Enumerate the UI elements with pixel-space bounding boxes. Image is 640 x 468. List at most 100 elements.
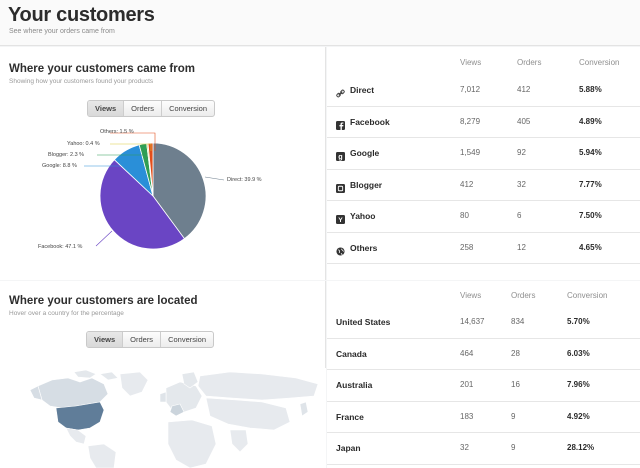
sources-toggle-conversion[interactable]: Conversion xyxy=(169,104,207,113)
locations-col-views: Views xyxy=(460,291,482,300)
location-conversion: 6.03% xyxy=(567,348,590,358)
blogger-icon xyxy=(336,180,345,193)
source-views: 412 xyxy=(460,179,474,189)
source-conversion: 5.94% xyxy=(579,148,602,157)
map-france xyxy=(169,403,185,417)
map-russia xyxy=(197,371,319,401)
locations-table: Views Orders Conversion xyxy=(327,281,640,468)
source-row-blogger[interactable]: Blogger 412 32 7.77% xyxy=(327,170,640,201)
location-row-united-states[interactable]: United States 14,637 834 5.70% xyxy=(327,307,640,339)
map-arctic-islands xyxy=(73,369,119,381)
map-greenland xyxy=(119,371,149,397)
globe-icon xyxy=(336,243,345,256)
source-name: Direct xyxy=(350,85,375,95)
map-south-america xyxy=(87,443,117,468)
source-name: Google xyxy=(350,148,380,158)
map-japan xyxy=(299,401,309,417)
source-orders: 405 xyxy=(517,116,531,126)
location-row-canada[interactable]: Canada 464 28 6.03% xyxy=(327,339,640,370)
locations-toggle-views[interactable]: Views xyxy=(87,332,124,347)
source-name: Others xyxy=(350,242,378,253)
source-conversion: 7.77% xyxy=(579,179,602,189)
location-conversion: 28.12% xyxy=(567,443,595,452)
svg-text:Y: Y xyxy=(338,217,343,224)
sources-col-orders: Orders xyxy=(517,58,542,67)
locations-toggle-conversion[interactable]: Conversion xyxy=(168,335,206,344)
map-scandinavia xyxy=(181,371,199,389)
facebook-icon xyxy=(336,117,345,130)
location-views: 201 xyxy=(460,380,474,389)
source-orders: 32 xyxy=(517,179,526,189)
pie-slice-facebook[interactable] xyxy=(99,159,185,250)
location-row-france[interactable]: France 183 9 4.92% xyxy=(327,402,640,433)
page-title: Your customers xyxy=(8,4,155,26)
source-orders: 412 xyxy=(517,85,531,94)
source-name: Blogger xyxy=(350,179,383,190)
page-subtitle: See where your orders came from xyxy=(9,28,115,35)
locations-col-conversion: Conversion xyxy=(567,291,608,300)
leader-others xyxy=(110,132,156,151)
location-views: 464 xyxy=(460,348,474,358)
sources-toggle-orders[interactable]: Orders xyxy=(124,101,163,116)
pie-slice-others[interactable] xyxy=(147,142,154,197)
world-map[interactable] xyxy=(0,368,326,468)
leader-blogger xyxy=(97,151,145,156)
sources-table: Views Orders Conversion xyxy=(327,47,640,280)
source-row-facebook[interactable]: Facebook 8,279 405 4.89% xyxy=(327,107,640,138)
location-name: Japan xyxy=(336,443,361,453)
pie-label-yahoo: Yahoo: 0.4 % xyxy=(67,141,100,147)
source-conversion: 5.88% xyxy=(579,85,602,94)
pie-slice-direct[interactable] xyxy=(152,142,207,240)
svg-text:g: g xyxy=(338,152,342,161)
sources-toggle-views[interactable]: Views xyxy=(88,101,125,116)
pie-label-google: Google: 8.8 % xyxy=(42,163,77,169)
yahoo-icon: Y xyxy=(336,211,345,224)
sources-col-views: Views xyxy=(460,58,482,67)
locations-toggle-orders[interactable]: Orders xyxy=(123,332,162,347)
source-row-others[interactable]: Others 258 12 4.65% xyxy=(327,233,640,264)
location-row-australia[interactable]: Australia 201 16 7.96% xyxy=(327,370,640,402)
source-conversion: 4.65% xyxy=(579,242,602,252)
source-row-yahoo[interactable]: Y Yahoo 80 6 7.50% xyxy=(327,201,640,233)
link-icon xyxy=(336,85,345,98)
location-orders: 9 xyxy=(511,411,516,421)
sources-subtitle: Showing how your customers found your pr… xyxy=(9,78,154,85)
location-conversion: 7.96% xyxy=(567,380,590,389)
location-name: France xyxy=(336,411,364,422)
map-united-states xyxy=(55,401,105,431)
leader-yahoo xyxy=(110,143,152,151)
source-row-direct[interactable]: Direct 7,012 412 5.88% xyxy=(327,75,640,107)
leader-facebook xyxy=(95,230,113,247)
sources-col-conversion: Conversion xyxy=(579,58,620,67)
locations-toggle: Views Orders Conversion xyxy=(86,331,214,348)
pie-label-others: Others: 1.5 % xyxy=(100,129,134,135)
source-views: 1,549 xyxy=(460,148,481,157)
location-name: United States xyxy=(336,317,391,327)
sources-chart-panel: Where your customers came from Showing h… xyxy=(0,47,326,280)
location-name: Australia xyxy=(336,380,373,390)
location-conversion: 5.70% xyxy=(567,317,590,326)
location-orders: 834 xyxy=(511,317,525,326)
source-row-google[interactable]: g Google 1,549 92 5.94% xyxy=(327,138,640,170)
locations-col-orders: Orders xyxy=(511,291,536,300)
source-name: Yahoo xyxy=(350,211,376,221)
locations-title: Where your customers are located xyxy=(9,295,198,307)
pie-label-facebook: Facebook: 47.1 % xyxy=(38,244,83,250)
source-orders: 6 xyxy=(517,211,522,220)
location-conversion: 4.92% xyxy=(567,411,590,421)
map-uk xyxy=(159,391,167,403)
source-conversion: 4.89% xyxy=(579,116,602,126)
source-name: Facebook xyxy=(350,116,390,127)
leader-direct xyxy=(204,176,225,181)
source-orders: 92 xyxy=(517,148,526,157)
location-row-japan[interactable]: Japan 32 9 28.12% xyxy=(327,433,640,465)
location-views: 183 xyxy=(460,411,474,421)
location-orders: 28 xyxy=(511,348,520,358)
location-views: 14,637 xyxy=(460,317,485,326)
location-orders: 9 xyxy=(511,443,516,452)
source-views: 258 xyxy=(460,242,474,252)
source-views: 7,012 xyxy=(460,85,481,94)
source-conversion: 7.50% xyxy=(579,211,602,220)
source-views: 8,279 xyxy=(460,116,481,126)
map-india xyxy=(229,429,249,453)
